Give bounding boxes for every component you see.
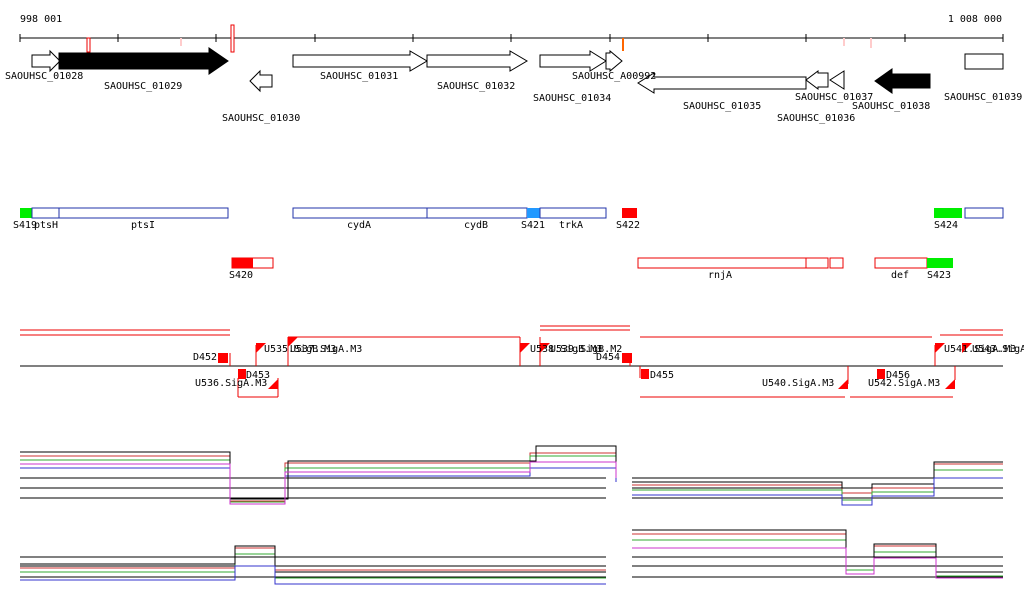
gene-label: SAOUHSC_01036 — [777, 113, 855, 124]
gene-label: SAOUHSC_01038 — [852, 101, 930, 112]
transcript-label: U540.SigA.M3 — [762, 378, 834, 389]
segment-label: S423 — [927, 270, 951, 281]
segment-label: cydA — [347, 220, 371, 231]
expression-panels — [20, 445, 1003, 585]
transcript-label: U536.SigA.M3 — [195, 378, 267, 389]
segment-label: S421 — [521, 220, 545, 231]
segment-label: S419 — [13, 220, 37, 231]
gene-label: SAOUHSC_01028 — [5, 71, 83, 82]
ruler-end: 1 008 000 — [948, 14, 1002, 25]
gene-label: SAOUHSC_A00992 — [572, 71, 656, 82]
transcript-label: U538.SigB.M3 — [530, 344, 602, 355]
transcript-label: D452 — [193, 352, 217, 363]
ruler-start: 998 001 — [20, 14, 62, 25]
segment-label: ptsH — [34, 220, 58, 231]
transcript-label: U542.SigA.M3 — [868, 378, 940, 389]
gene-label: SAOUHSC_01030 — [222, 113, 300, 124]
ruler — [19, 34, 1004, 42]
segment-label: ptsI — [131, 220, 155, 231]
gene-label: SAOUHSC_01037 — [795, 92, 873, 103]
transcript-label: D454 — [596, 352, 620, 363]
transcript-label: U541.SigA.M3 — [944, 344, 1016, 355]
segment-label: S420 — [229, 270, 253, 281]
gene-label: SAOUHSC_01035 — [683, 101, 761, 112]
transcript-label: D453 — [246, 370, 270, 381]
segments — [20, 207, 1004, 269]
gene-label: SAOUHSC_01034 — [533, 93, 611, 104]
gene-label: SAOUHSC_01029 — [104, 81, 182, 92]
segment-label: def — [891, 270, 909, 281]
gene-label: SAOUHSC_01039 — [944, 92, 1022, 103]
segment-label: trkA — [559, 220, 583, 231]
segment-label: S424 — [934, 220, 958, 231]
transcript-label: U535.SigB.M3 — [264, 344, 336, 355]
gene-label: SAOUHSC_01032 — [437, 81, 515, 92]
transcript-label: D455 — [650, 370, 674, 381]
transcript-label: U543.SigA.M3 — [972, 344, 1024, 355]
segment-label: rnjA — [708, 270, 732, 281]
transcript-label: U539.SigB.M2 — [550, 344, 622, 355]
ruler-marks — [86, 24, 872, 53]
transcript-label: D456 — [886, 370, 910, 381]
segment-label: S422 — [616, 220, 640, 231]
transcript-label: U537.SigA.M3 — [290, 344, 362, 355]
segment-label: cydB — [464, 220, 488, 231]
gene-label: SAOUHSC_01031 — [320, 71, 398, 82]
transcript-track — [20, 325, 1003, 398]
gene-arrows — [31, 47, 1004, 94]
